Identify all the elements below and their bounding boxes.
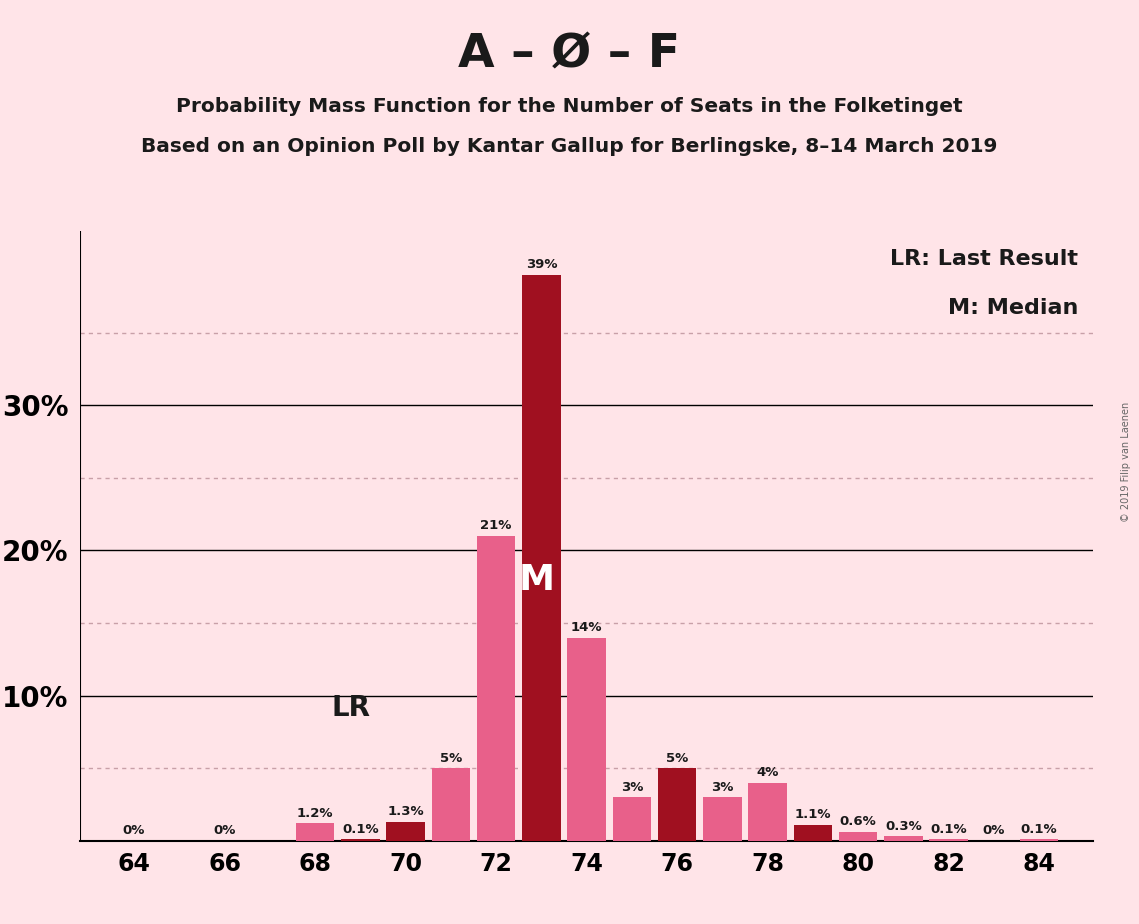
Text: 0.3%: 0.3% xyxy=(885,820,921,833)
Bar xyxy=(929,839,968,841)
Text: 0.1%: 0.1% xyxy=(1021,822,1057,836)
Text: 0.1%: 0.1% xyxy=(342,822,378,836)
Text: Probability Mass Function for the Number of Seats in the Folketinget: Probability Mass Function for the Number… xyxy=(177,97,962,116)
Text: 0%: 0% xyxy=(213,824,236,837)
Bar xyxy=(477,536,515,841)
Text: 0%: 0% xyxy=(123,824,146,837)
Bar xyxy=(296,823,334,841)
Text: 14%: 14% xyxy=(571,621,603,634)
Text: 21%: 21% xyxy=(481,519,511,532)
Text: LR: LR xyxy=(331,694,371,722)
Text: 39%: 39% xyxy=(525,258,557,271)
Text: 0%: 0% xyxy=(983,824,1005,837)
Text: M: M xyxy=(518,564,555,597)
Bar xyxy=(432,768,470,841)
Bar xyxy=(748,783,787,841)
Bar xyxy=(522,274,560,841)
Text: 1.1%: 1.1% xyxy=(795,808,831,821)
Text: 4%: 4% xyxy=(756,766,779,779)
Text: M: Median: M: Median xyxy=(948,298,1079,318)
Bar xyxy=(794,825,833,841)
Text: 3%: 3% xyxy=(621,781,644,794)
Bar xyxy=(703,797,741,841)
Text: 1.3%: 1.3% xyxy=(387,806,424,819)
Bar xyxy=(567,638,606,841)
Text: A – Ø – F: A – Ø – F xyxy=(458,32,681,78)
Text: 1.2%: 1.2% xyxy=(297,807,334,820)
Text: 3%: 3% xyxy=(711,781,734,794)
Text: LR: Last Result: LR: Last Result xyxy=(891,249,1079,269)
Bar xyxy=(613,797,652,841)
Bar xyxy=(341,839,379,841)
Bar xyxy=(658,768,696,841)
Bar xyxy=(884,836,923,841)
Bar xyxy=(386,822,425,841)
Text: 5%: 5% xyxy=(440,751,462,765)
Text: 0.1%: 0.1% xyxy=(931,822,967,836)
Text: © 2019 Filip van Laenen: © 2019 Filip van Laenen xyxy=(1121,402,1131,522)
Text: Based on an Opinion Poll by Kantar Gallup for Berlingske, 8–14 March 2019: Based on an Opinion Poll by Kantar Gallu… xyxy=(141,137,998,156)
Bar xyxy=(1019,839,1058,841)
Bar xyxy=(839,833,877,841)
Text: 0.6%: 0.6% xyxy=(839,816,877,829)
Text: 5%: 5% xyxy=(666,751,688,765)
